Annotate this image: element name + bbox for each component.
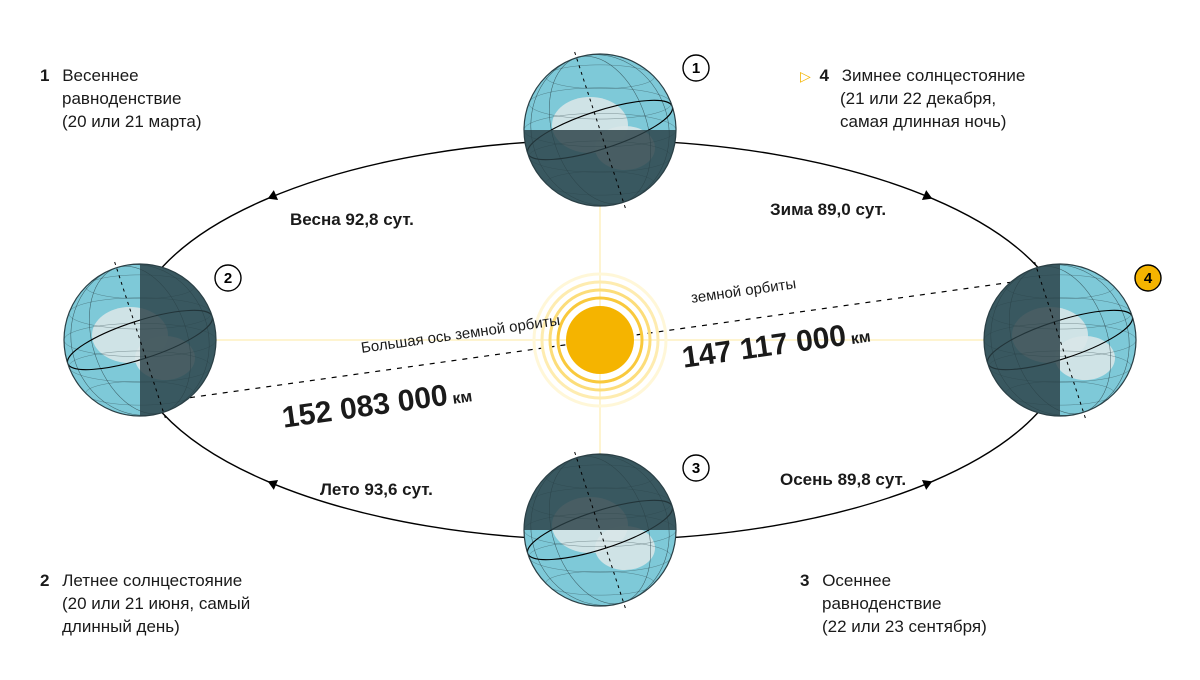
legend-1-l2: равноденствие [62,89,181,108]
globe-badge-3: 3 [683,455,709,481]
legend-3-l2: равноденствие [822,594,941,613]
legend-3-l1: Осеннее [822,571,891,590]
globe-1: 1 [504,34,709,226]
legend-4-l2: (21 или 22 декабря, [840,89,996,108]
globe-badge-4: 4 [1135,265,1161,291]
axis-distance-right-unit: км [850,329,872,349]
legend-2-l1: Летнее солнцестояние [62,571,242,590]
legend-4: ▷ 4 Зимнее солнцестояние (21 или 22 дека… [800,65,1025,134]
legend-1-num: 1 [40,66,49,85]
season-spring: Весна 92,8 сут. [290,210,414,230]
season-winter: Зима 89,0 сут. [770,200,886,220]
globe-2: 2 [44,244,241,436]
svg-text:3: 3 [692,460,700,477]
axis-distance-left-unit: км [451,388,473,408]
season-summer: Лето 93,6 сут. [320,480,433,500]
globe-3: 3 [504,434,709,626]
legend-2-l3: длинный день) [62,617,180,636]
svg-text:2: 2 [224,270,232,287]
legend-1: 1 Весеннее равноденствие (20 или 21 март… [40,65,202,134]
season-autumn: Осень 89,8 сут. [780,470,906,490]
legend-2-num: 2 [40,571,49,590]
globe-4: 4 [964,244,1161,436]
globe-badge-2: 2 [215,265,241,291]
legend-3-l3: (22 или 23 сентября) [822,617,987,636]
legend-4-marker: ▷ [800,68,811,84]
legend-2-l2: (20 или 21 июня, самый [62,594,250,613]
legend-3-num: 3 [800,571,809,590]
legend-1-l1: Весеннее [62,66,138,85]
svg-text:1: 1 [692,60,700,77]
legend-1-l3: (20 или 21 марта) [62,112,202,131]
sun-core [566,306,634,374]
legend-4-l1: Зимнее солнцестояние [842,66,1026,85]
globe-badge-1: 1 [683,55,709,81]
legend-3: 3 Осеннее равноденствие (22 или 23 сентя… [800,570,987,639]
legend-2: 2 Летнее солнцестояние (20 или 21 июня, … [40,570,250,639]
legend-4-num: 4 [820,66,829,85]
legend-4-l3: самая длинная ночь) [840,112,1006,131]
svg-text:4: 4 [1144,270,1153,287]
